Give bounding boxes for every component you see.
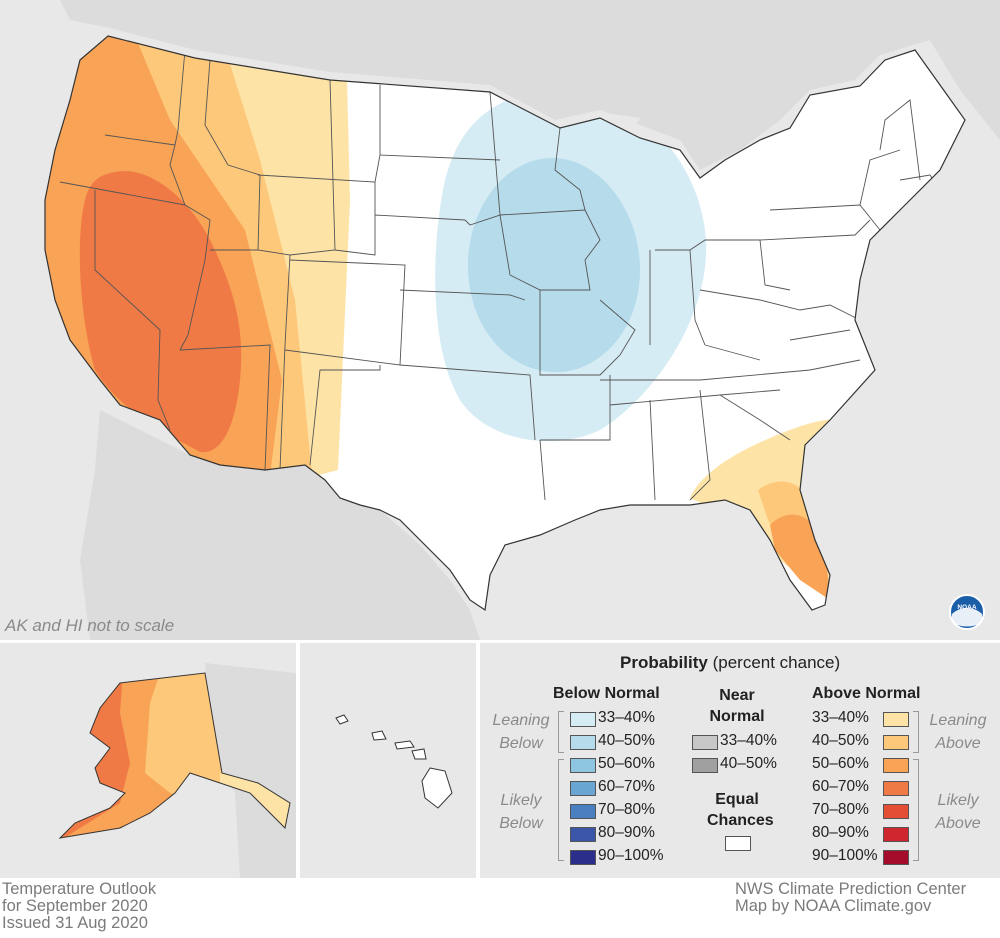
above-normal-entry-label: 90–100%: [812, 847, 878, 864]
above-normal-heading: Above Normal: [812, 685, 921, 702]
kauai-shape: [335, 714, 349, 725]
likely-below-bracket: [558, 759, 564, 861]
below-normal-entry-swatch: [570, 735, 596, 750]
leaning-below-bracket: [558, 711, 564, 753]
below-normal-entry-label: 60–70%: [598, 778, 655, 795]
hawaii-island-shape: [421, 767, 453, 809]
alaska-map: [58, 663, 296, 878]
below-normal-entry-swatch: [570, 758, 596, 773]
conus-map-panel: NOAA AK and HI not to scale: [0, 0, 1000, 640]
state-boundaries: [59, 49, 941, 501]
legend-title: Probability (percent chance): [620, 653, 841, 672]
equal-chances-swatch: [725, 836, 751, 851]
maui-shape: [411, 748, 427, 760]
above-60-70-west: [79, 171, 242, 453]
above-normal-entry-swatch: [883, 758, 909, 773]
below-normal-entry-label: 33–40%: [598, 709, 655, 726]
below-normal-entry-label: 50–60%: [598, 755, 655, 772]
near-normal-entry-swatch: [692, 735, 718, 750]
scale-note: AK and HI not to scale: [5, 616, 175, 635]
near-normal-entry-label: 33–40%: [720, 732, 777, 749]
near-normal-heading: Near Normal: [709, 687, 765, 725]
below-normal-entry-swatch: [570, 712, 596, 727]
above-normal-entry-label: 40–50%: [812, 732, 869, 749]
canada-inset-shape: [205, 663, 296, 878]
above-normal-entry-label: 70–80%: [812, 801, 869, 818]
below-normal-heading: Below Normal: [553, 685, 660, 702]
below-normal-entry-label: 90–100%: [598, 847, 664, 864]
below-normal-entry-swatch: [570, 781, 596, 796]
leaning-above-label: Leaning Above: [929, 712, 987, 752]
near-normal-entry-swatch: [692, 758, 718, 773]
below-normal-entry-swatch: [570, 804, 596, 819]
below-40-50-central: [467, 157, 640, 373]
molokai-shape: [394, 740, 415, 750]
conus-outline: [44, 35, 966, 612]
leaning-below-label: Leaning Below: [492, 712, 550, 752]
below-normal-entry-swatch: [570, 850, 596, 865]
leaning-above-bracket: [913, 711, 919, 753]
oahu-shape: [371, 730, 387, 741]
mexico-shape: [80, 410, 480, 640]
likely-above-label: Likely Above: [935, 792, 981, 832]
above-normal-entry-label: 50–60%: [812, 755, 869, 772]
footer-right: NWS Climate Prediction Center Map by NOA…: [735, 880, 967, 915]
above-normal-entry-label: 80–90%: [812, 824, 869, 841]
above-normal-entry-swatch: [883, 781, 909, 796]
below-normal-entry-swatch: [570, 827, 596, 842]
alaska-inset: [0, 643, 296, 878]
likely-above-bracket: [913, 759, 919, 861]
below-normal-entry-label: 80–90%: [598, 824, 655, 841]
conus-map: NOAA: [0, 0, 1000, 640]
below-normal-entry-label: 40–50%: [598, 732, 655, 749]
above-normal-entry-swatch: [883, 804, 909, 819]
hawaii-inset: [300, 643, 476, 878]
above-normal-entry-swatch: [883, 827, 909, 842]
above-normal-entry-swatch: [883, 712, 909, 727]
footer-left: Temperature Outlook for September 2020 I…: [2, 880, 157, 932]
above-normal-entry-label: 33–40%: [812, 709, 869, 726]
noaa-logo: NOAA: [949, 594, 985, 630]
likely-below-label: Likely Below: [499, 792, 543, 832]
equal-chances-heading: Equal Chances: [707, 791, 774, 829]
legend-panel: Probability (percent chance) Below Norma…: [480, 643, 1000, 878]
above-normal-entry-swatch: [883, 850, 909, 865]
near-normal-entry-label: 40–50%: [720, 755, 777, 772]
below-normal-entry-label: 70–80%: [598, 801, 655, 818]
alaska-outline: [58, 672, 291, 839]
above-normal-entry-label: 60–70%: [812, 778, 869, 795]
above-normal-entry-swatch: [883, 735, 909, 750]
canada-shape: [0, 0, 1000, 170]
ak-above-60-70: [60, 673, 130, 838]
hawaii-map: [335, 714, 453, 809]
svg-text:NOAA: NOAA: [957, 604, 976, 611]
